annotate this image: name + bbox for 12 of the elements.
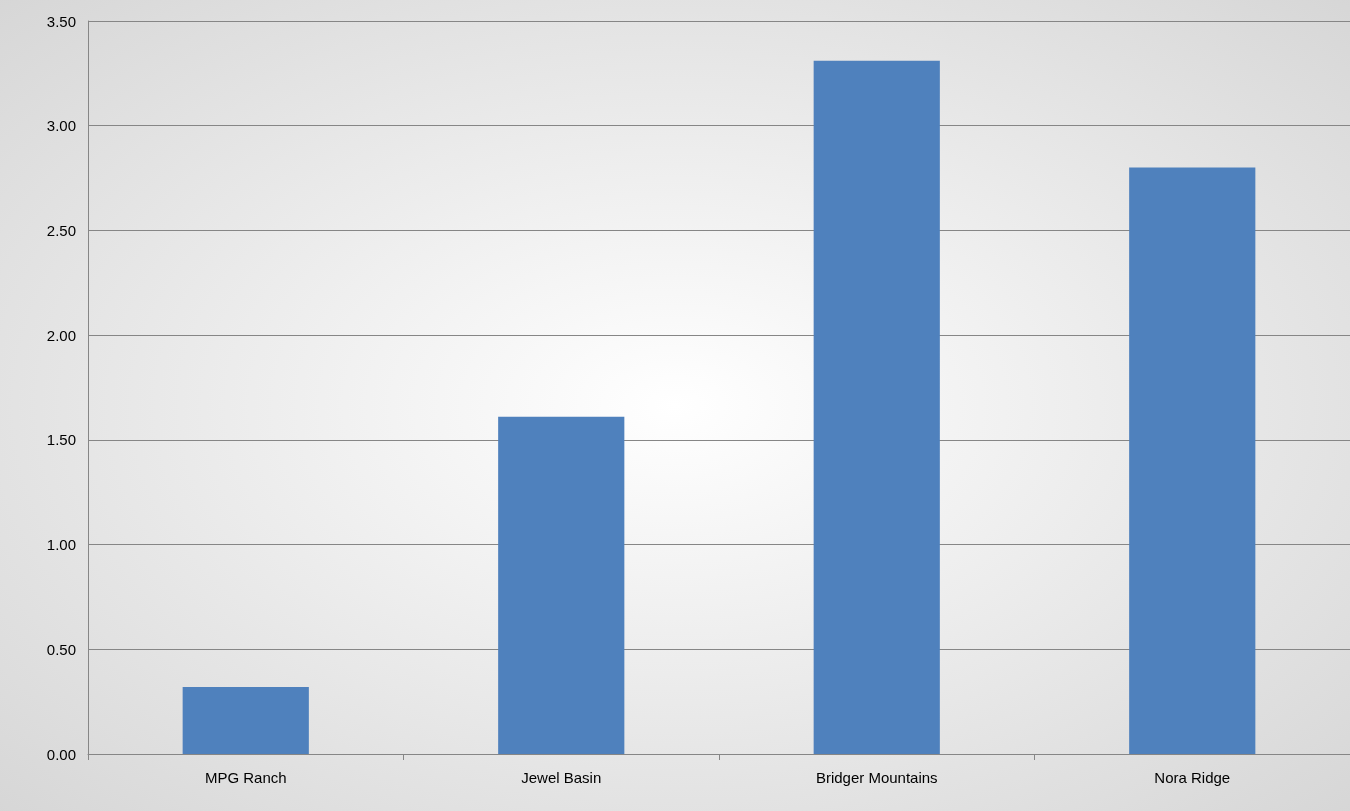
y-tick-label: 0.50	[46, 640, 76, 658]
x-tick-label: Jewel Basin	[521, 769, 602, 786]
y-tick-label: 1.50	[46, 431, 76, 449]
x-tick-label: Nora Ridge	[1154, 769, 1231, 786]
x-tick-label: Bridger Mountains	[815, 769, 938, 786]
y-tick-label: 3.00	[46, 117, 76, 135]
y-tick-label: 2.50	[46, 221, 76, 239]
y-tick-label: 0.00	[46, 745, 76, 763]
y-tick-label: 3.50	[46, 12, 76, 30]
y-tick-label: 1.00	[46, 536, 76, 554]
x-tick-label: MPG Ranch	[204, 769, 287, 786]
y-tick-label: 2.00	[46, 326, 76, 344]
